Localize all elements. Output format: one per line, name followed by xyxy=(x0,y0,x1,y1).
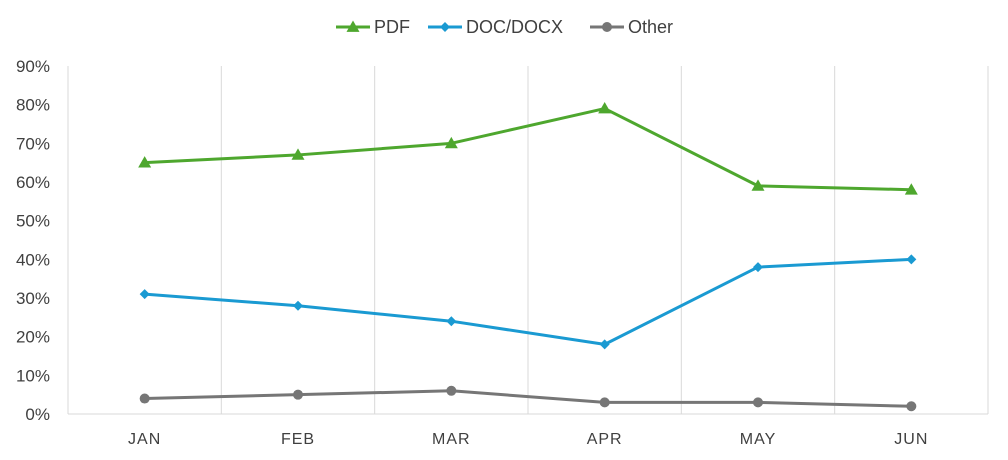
data-point xyxy=(293,389,303,400)
data-point xyxy=(139,289,150,300)
y-tick-label: 70% xyxy=(16,134,50,153)
data-point xyxy=(904,183,918,195)
legend-label: Other xyxy=(628,17,673,37)
series xyxy=(138,102,918,412)
x-tick-label: APR xyxy=(587,431,623,448)
legend-marker xyxy=(346,20,360,32)
y-tick-label: 50% xyxy=(16,212,50,231)
data-point xyxy=(291,148,305,160)
legend-item: DOC/DOCX xyxy=(428,17,563,37)
legend-label: DOC/DOCX xyxy=(466,17,563,37)
data-point xyxy=(906,254,917,265)
x-tick-label: FEB xyxy=(281,431,315,448)
data-point xyxy=(906,401,917,412)
data-point xyxy=(753,262,763,273)
data-point xyxy=(444,136,458,149)
x-tick-label: JUN xyxy=(894,431,928,448)
axes: 0% 10% 20% 30% 40% 50% 60% 70% 80% 90% JAN FEB MAR AP… xyxy=(16,57,988,448)
legend-item: Other xyxy=(590,17,673,37)
y-tick-label: 40% xyxy=(16,250,50,269)
data-point xyxy=(293,300,303,311)
y-tick-label: 0% xyxy=(25,405,50,424)
y-tick-label: 60% xyxy=(16,173,50,192)
y-tick-label: 20% xyxy=(16,328,50,347)
series-other xyxy=(139,385,917,412)
y-tick-label: 80% xyxy=(16,96,50,115)
legend-marker xyxy=(602,22,612,32)
x-tick-label: JAN xyxy=(128,431,161,448)
data-point xyxy=(138,156,152,168)
y-tick-label: 10% xyxy=(16,366,50,385)
series-pdf xyxy=(138,102,918,195)
series-doc-docx xyxy=(139,254,917,350)
series-line xyxy=(143,389,913,408)
legend-label: PDF xyxy=(374,17,410,37)
legend-item: PDF xyxy=(336,17,410,37)
x-tick-label: MAR xyxy=(432,431,471,448)
gridlines xyxy=(67,66,989,414)
data-point xyxy=(139,393,150,404)
legend: PDF DOC/DOCX Other xyxy=(336,17,673,37)
y-tick-label: 30% xyxy=(16,289,50,308)
data-point xyxy=(751,179,765,191)
x-tick-label: MAY xyxy=(740,431,776,448)
data-point xyxy=(753,397,763,408)
series-line xyxy=(143,107,913,192)
series-line xyxy=(143,257,913,346)
data-point xyxy=(598,102,612,114)
data-point xyxy=(599,397,610,408)
data-point xyxy=(446,385,457,396)
data-point xyxy=(599,339,610,350)
y-tick-label: 90% xyxy=(16,57,50,76)
legend-marker xyxy=(440,22,450,32)
data-point xyxy=(446,316,457,327)
